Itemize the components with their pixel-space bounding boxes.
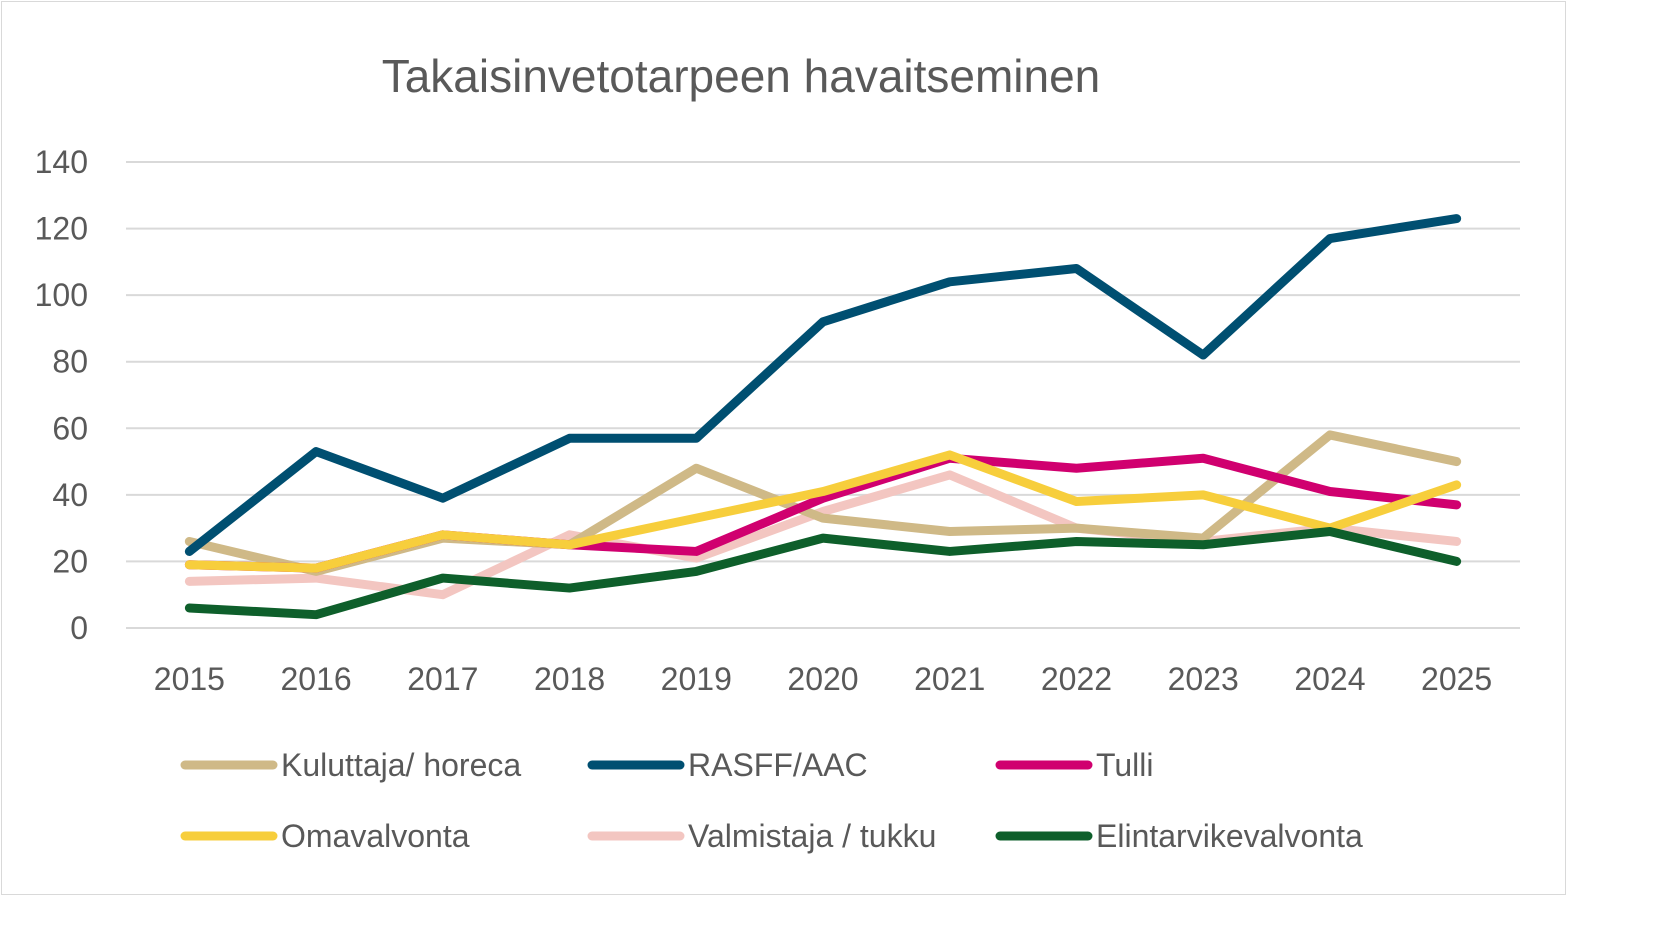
x-tick-label: 2024 — [1294, 661, 1365, 697]
legend: Kuluttaja/ horeca RASFF/AAC Tulli Omavalvon… — [180, 747, 1363, 854]
y-tick-label: 80 — [52, 344, 88, 380]
legend-label: RASFF/AAC — [688, 747, 868, 783]
x-tick-label: 2017 — [407, 661, 478, 697]
x-tick-label: 2018 — [534, 661, 605, 697]
x-tick-label: 2022 — [1041, 661, 1112, 697]
legend-item: Kuluttaja/ horeca — [180, 747, 521, 783]
series-line-rasff-aac — [184, 214, 1462, 556]
x-tick-label: 2020 — [787, 661, 858, 697]
x-tick-label: 2016 — [280, 661, 351, 697]
legend-label: Valmistaja / tukku — [688, 818, 936, 854]
legend-label: Omavalvonta — [281, 818, 470, 854]
x-tick-label: 2021 — [914, 661, 985, 697]
legend-label: Kuluttaja/ horeca — [281, 747, 521, 783]
y-tick-label: 60 — [52, 410, 88, 446]
legend-label: Tulli — [1096, 747, 1153, 783]
gridlines — [126, 161, 1520, 629]
y-tick-label: 120 — [35, 211, 88, 247]
x-tick-label: 2019 — [661, 661, 732, 697]
legend-item: Tulli — [995, 747, 1153, 783]
y-axis-labels: 0 20 40 60 80 100 120 140 — [35, 144, 88, 646]
series-lines — [184, 214, 1462, 620]
series-line-omavalvonta — [184, 450, 1462, 573]
x-tick-label: 2023 — [1168, 661, 1239, 697]
legend-item: Elintarvikevalvonta — [995, 818, 1363, 854]
x-tick-label: 2015 — [154, 661, 225, 697]
x-tick-label: 2025 — [1421, 661, 1492, 697]
legend-item: Valmistaja / tukku — [587, 818, 936, 854]
legend-item: RASFF/AAC — [587, 747, 868, 783]
legend-item: Omavalvonta — [180, 818, 470, 854]
y-tick-label: 40 — [52, 477, 88, 513]
x-axis-labels: 2015 2016 2017 2018 2019 2020 2021 2022 2023 2024… — [154, 661, 1492, 697]
series-line-elintarvikevalvonta — [184, 526, 1462, 620]
chart-title: Takaisinvetotarpeen havaitseminen — [382, 50, 1101, 102]
y-tick-label: 100 — [35, 277, 88, 313]
y-tick-label: 20 — [52, 543, 88, 579]
y-tick-label: 140 — [35, 144, 88, 180]
y-tick-label: 0 — [70, 610, 88, 646]
chart-frame — [1, 1, 1566, 895]
legend-label: Elintarvikevalvonta — [1096, 818, 1363, 854]
